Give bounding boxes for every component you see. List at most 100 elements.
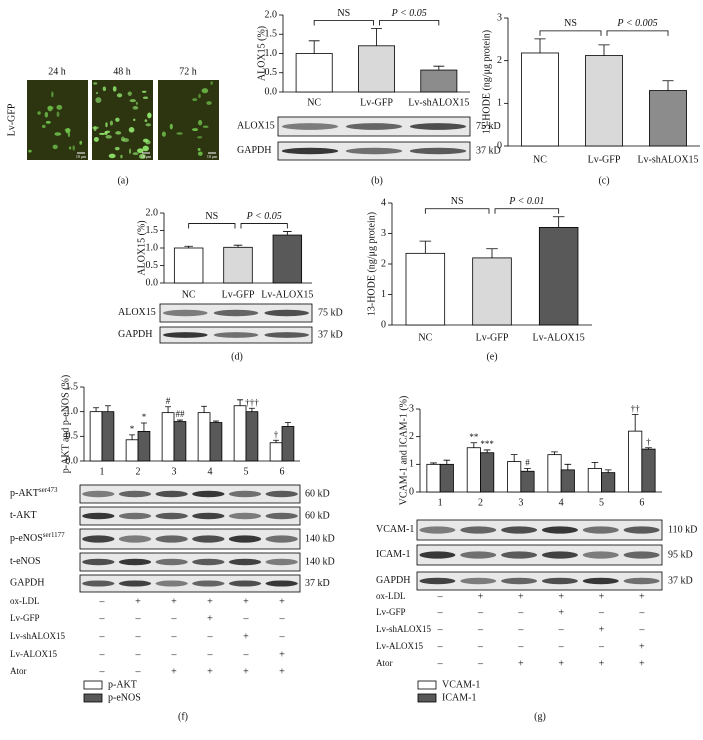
- treatment-mark: –: [171, 649, 178, 660]
- blot-band: [409, 147, 467, 155]
- treatment-mark: –: [517, 624, 524, 635]
- blot-band: [265, 490, 298, 498]
- blot-band: [419, 577, 456, 585]
- bar: [272, 234, 303, 284]
- y-tick-label: 2.0: [146, 207, 159, 218]
- blot-band: [82, 580, 115, 587]
- x-tick-label: NC: [307, 97, 321, 108]
- y-tick-label: 1.5: [146, 225, 159, 236]
- blot-band: [82, 512, 115, 520]
- y-tick-label: 0: [497, 140, 502, 151]
- x-tick-label: Lv-ALOX15: [533, 332, 585, 343]
- blot-band: [155, 580, 188, 587]
- cell: [79, 140, 83, 145]
- bar: [125, 439, 139, 462]
- blot-label: GAPDH: [237, 145, 271, 156]
- bar: [560, 469, 575, 493]
- bracket: [313, 20, 374, 26]
- bar: [281, 426, 295, 462]
- bar: [538, 226, 579, 326]
- treatment-mark: –: [437, 658, 444, 669]
- panel-label: (d): [231, 351, 243, 362]
- blot-band: [265, 558, 298, 566]
- error-bar: [419, 240, 432, 254]
- cell: [133, 118, 136, 122]
- y-tick-label: 2: [381, 258, 386, 269]
- significance-mark: †: [274, 429, 279, 439]
- error-bar: [283, 231, 292, 236]
- blot-label-text: p-eNOS: [10, 533, 43, 544]
- bar: [173, 247, 204, 284]
- blot-band: [228, 490, 262, 498]
- error-bar: [433, 65, 445, 71]
- y-tick-label: 1.5: [265, 29, 278, 40]
- blot-frame: [79, 528, 301, 550]
- legend-label: VCAM-1: [442, 679, 480, 690]
- legend-swatch: [83, 680, 103, 690]
- y-tick-label: 2: [409, 431, 414, 442]
- y-tick-label: 0.5: [146, 260, 159, 271]
- blot-label-text: GAPDH: [376, 575, 410, 586]
- legend-swatch: [417, 693, 437, 703]
- bar: [507, 461, 522, 493]
- treatment-mark: +: [207, 666, 213, 677]
- treatment-mark: –: [171, 613, 178, 624]
- treatment-mark: +: [279, 596, 285, 607]
- treatment-mark: –: [598, 641, 605, 652]
- error-bar: [308, 40, 320, 54]
- error-bar: [470, 442, 478, 448]
- scale-bar-label: 10 μm: [141, 154, 152, 159]
- annotation: NS: [564, 18, 577, 29]
- cell: [129, 99, 137, 103]
- cell: [138, 153, 146, 159]
- y-tick-label: 1.0: [146, 242, 159, 253]
- blot-band: [82, 535, 115, 543]
- blot-label: p-AKTser473: [10, 486, 58, 500]
- bar: [209, 422, 223, 462]
- x-tick-label: 5: [244, 466, 249, 477]
- y-tick-label: 1.5: [66, 381, 79, 392]
- treatment-mark: +: [243, 631, 249, 642]
- treatment-mark: +: [639, 591, 645, 602]
- blot-band: [264, 332, 309, 338]
- blot-band: [155, 490, 188, 498]
- blot-label-text: t-AKT: [10, 510, 37, 521]
- cell: [28, 149, 32, 153]
- treatment-label: ox-LDL: [10, 596, 40, 606]
- y-tick-label: 4: [381, 197, 386, 208]
- treatment-mark: +: [243, 596, 249, 607]
- blot-band: [419, 526, 456, 534]
- cell: [105, 122, 108, 128]
- y-axis-label: ALOX15 (%): [136, 220, 147, 275]
- x-tick-label: 1: [100, 466, 105, 477]
- blot-label-text: ICAM-1: [376, 549, 410, 560]
- treatment-mark: –: [638, 607, 645, 618]
- cell: [132, 152, 139, 156]
- x-tick-label: NC: [182, 289, 196, 300]
- treatment-mark: +: [639, 658, 645, 669]
- blot-band: [192, 512, 225, 520]
- cell: [98, 132, 106, 135]
- treatment-mark: +: [478, 591, 484, 602]
- blot-band: [118, 580, 152, 587]
- treatment-label: Lv-shALOX15: [10, 631, 65, 641]
- error-bar: [184, 245, 193, 248]
- bar: [197, 412, 211, 462]
- bar: [521, 52, 559, 147]
- cell: [192, 98, 198, 102]
- treatment-label: Lv-ALOX15: [376, 641, 423, 651]
- blot-label: ICAM-1: [376, 549, 410, 560]
- annotation: NS: [451, 196, 464, 207]
- bar: [269, 442, 283, 462]
- treatment-mark: –: [279, 613, 286, 624]
- blot-label: t-AKT: [10, 510, 37, 521]
- cell: [45, 120, 51, 124]
- treatment-mark: –: [99, 596, 106, 607]
- treatment-mark: –: [99, 613, 106, 624]
- panel-label: (a): [117, 175, 128, 186]
- error-bar: [165, 406, 172, 413]
- legend-label: p-AKT: [108, 679, 137, 690]
- treatment-mark: –: [437, 641, 444, 652]
- bar: [641, 448, 656, 493]
- cell: [144, 119, 148, 123]
